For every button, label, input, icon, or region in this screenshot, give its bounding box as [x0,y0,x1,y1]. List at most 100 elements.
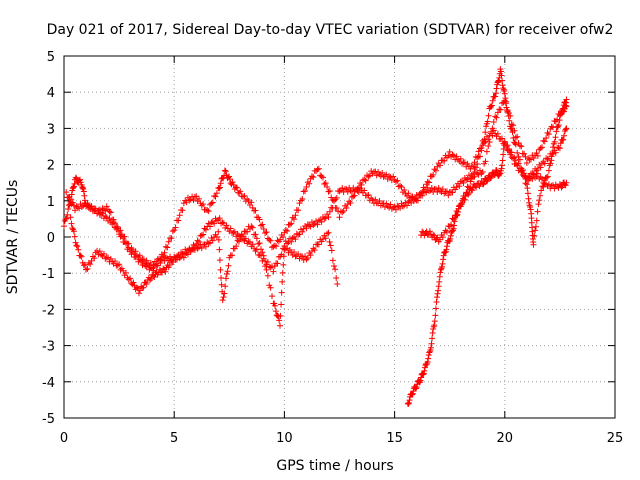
data-point [127,275,134,282]
data-point [267,237,274,244]
data-point [216,246,223,253]
data-point [556,117,563,124]
data-point [190,241,197,248]
data-point [493,85,500,92]
data-point [373,172,380,179]
data-point [545,167,552,174]
data-point [508,126,515,133]
data-point [308,173,315,180]
data-point [322,180,329,187]
data-point [541,138,548,145]
data-point [271,263,278,270]
data-point [143,280,150,287]
data-point [433,298,440,305]
data-point [492,113,499,120]
data-point [118,265,125,272]
data-point [477,153,484,160]
data-point [230,229,237,236]
data-point [233,243,240,250]
data-point [172,224,179,231]
data-point [197,200,204,207]
data-point [530,155,537,162]
data-point [500,151,507,158]
data-point [534,170,541,177]
data-point [218,281,225,288]
data-point [110,216,117,223]
data-point [537,192,544,199]
data-point [191,193,198,200]
data-point [474,154,481,161]
data-point [470,174,477,181]
data-point [497,136,504,142]
y-tick-label: -3 [42,340,55,355]
data-point [222,168,229,175]
data-point [216,184,223,191]
data-point [62,216,69,223]
data-point [558,184,565,191]
data-point [194,237,201,244]
data-point [237,188,244,195]
data-point [311,247,318,254]
data-points [61,66,570,407]
data-point [77,179,84,186]
data-point [540,183,547,190]
data-point [267,264,274,271]
data-point [191,244,198,251]
data-point [263,266,270,273]
data-point [107,209,114,216]
data-point [522,180,529,187]
data-point [103,203,110,210]
data-point [242,235,249,242]
data-point [325,229,332,236]
data-point [424,178,431,185]
y-tick-label: -5 [42,412,55,427]
data-point [441,157,448,164]
data-point [277,312,284,319]
data-point [326,187,333,194]
data-point [372,196,379,203]
data-point [510,122,517,129]
data-point [524,185,531,192]
data-point [540,137,547,144]
data-point [501,139,508,146]
data-point [429,329,436,336]
data-point [310,222,317,229]
data-point [461,193,468,200]
data-point [68,220,75,227]
data-point [432,167,439,174]
data-point [96,248,103,255]
data-point [350,193,357,200]
data-point [278,301,285,308]
data-point [432,186,439,193]
data-point [211,220,218,227]
data-point [289,235,296,242]
data-point [516,156,523,163]
data-point [365,192,372,199]
data-point [522,153,529,160]
data-point [435,184,442,191]
data-point [491,172,498,179]
data-point [94,210,101,217]
chart-title: Day 021 of 2017, Sidereal Day-to-day VTE… [47,22,614,38]
data-point [114,262,121,269]
data-point [427,344,434,351]
data-point [202,226,209,233]
data-point [447,232,454,239]
data-point [125,276,132,283]
data-point [538,175,545,182]
data-point [297,197,304,204]
data-point [457,201,464,208]
data-point [339,209,346,216]
data-point [555,144,562,151]
data-point [397,182,404,189]
data-point [506,117,513,124]
data-point [532,223,539,230]
data-point [319,174,326,181]
data-point [552,149,559,156]
data-point [289,251,296,258]
data-point [200,231,207,238]
data-point [235,238,242,245]
data-point [364,192,371,199]
data-point [65,205,72,212]
data-point [299,228,306,235]
